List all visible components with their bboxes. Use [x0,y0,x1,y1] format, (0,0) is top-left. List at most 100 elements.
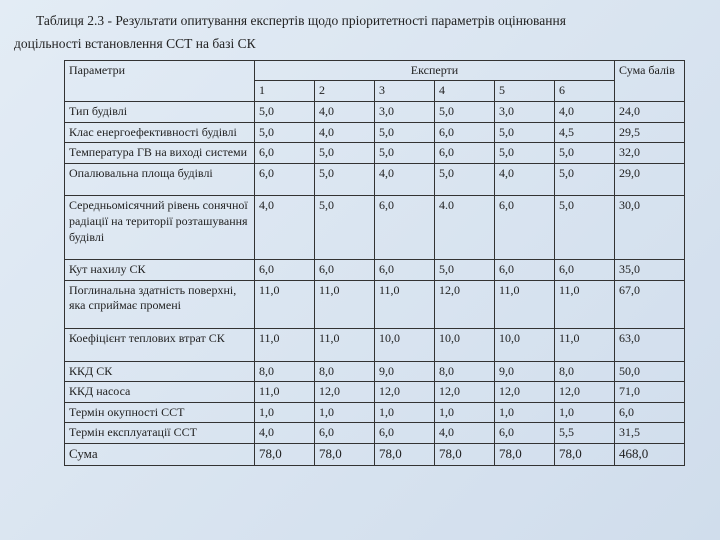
row-value: 5,0 [435,163,495,196]
table-row: Середньомісячний рівень сонячної радіаці… [65,196,685,260]
row-value: 5,0 [495,122,555,143]
row-value: 4,0 [495,163,555,196]
row-value: 11,0 [555,280,615,328]
row-sum: 32,0 [615,143,685,164]
row-sum: 29,5 [615,122,685,143]
row-value: 5,0 [375,143,435,164]
row-value: 4,0 [315,122,375,143]
row-value: 1,0 [555,402,615,423]
row-value: 5,0 [435,102,495,123]
totals-value: 78,0 [255,443,315,465]
table-row: Термін окупності ССТ1,01,01,01,01,01,06,… [65,402,685,423]
header-experts: Експерти [255,60,615,81]
row-name: Поглинальна здатність поверхні, яка спри… [65,280,255,328]
row-value: 5,0 [255,122,315,143]
totals-value: 78,0 [495,443,555,465]
row-value: 5,0 [375,122,435,143]
row-value: 6,0 [255,143,315,164]
row-name: Коефіцієнт теплових втрат СК [65,329,255,362]
totals-value: 78,0 [315,443,375,465]
header-param: Параметри [65,60,255,101]
table-row: Коефіцієнт теплових втрат СК11,011,010,0… [65,329,685,362]
row-value: 6,0 [375,196,435,260]
row-value: 8,0 [315,361,375,382]
row-value: 3,0 [375,102,435,123]
row-value: 11,0 [375,280,435,328]
table-row: Термін експлуатації ССТ4,06,06,04,06,05,… [65,423,685,444]
row-value: 4,0 [255,423,315,444]
row-sum: 30,0 [615,196,685,260]
row-value: 9,0 [495,361,555,382]
row-value: 4,0 [435,423,495,444]
row-value: 6,0 [255,163,315,196]
row-value: 10,0 [435,329,495,362]
row-value: 11,0 [255,280,315,328]
row-name: Температура ГВ на виході системи [65,143,255,164]
header-sum: Сума балів [615,60,685,101]
totals-sum: 468,0 [615,443,685,465]
row-value: 11,0 [315,329,375,362]
row-name: Термін окупності ССТ [65,402,255,423]
caption-line-2: доцільності встановлення ССТ на базі СК [14,36,256,51]
table-row: Клас енергоефективності будівлі5,04,05,0… [65,122,685,143]
row-value: 1,0 [435,402,495,423]
header-col-1: 1 [255,81,315,102]
row-value: 5,5 [555,423,615,444]
row-value: 8,0 [435,361,495,382]
row-value: 12,0 [555,382,615,403]
row-name: Середньомісячний рівень сонячної радіаці… [65,196,255,260]
row-value: 5,0 [555,196,615,260]
header-col-6: 6 [555,81,615,102]
table-row: ККД СК8,08,09,08,09,08,050,0 [65,361,685,382]
row-value: 12,0 [375,382,435,403]
row-name: Кут нахилу СК [65,260,255,281]
header-col-5: 5 [495,81,555,102]
row-value: 5,0 [255,102,315,123]
row-value: 12,0 [435,280,495,328]
table-row: Опалювальна площа будівлі6,05,04,05,04,0… [65,163,685,196]
row-sum: 29,0 [615,163,685,196]
row-value: 10,0 [495,329,555,362]
row-value: 5,0 [315,143,375,164]
row-value: 11,0 [495,280,555,328]
row-value: 8,0 [555,361,615,382]
totals-row: Сума78,078,078,078,078,078,0468,0 [65,443,685,465]
row-value: 4,0 [375,163,435,196]
row-value: 9,0 [375,361,435,382]
row-value: 6,0 [435,143,495,164]
row-sum: 6,0 [615,402,685,423]
row-value: 6,0 [495,423,555,444]
row-value: 11,0 [555,329,615,362]
table-row: ККД насоса11,012,012,012,012,012,071,0 [65,382,685,403]
row-value: 3,0 [495,102,555,123]
row-value: 6,0 [315,423,375,444]
row-value: 1,0 [375,402,435,423]
caption-line-1: Таблиця 2.3 - Результати опитування експ… [14,10,566,33]
header-col-4: 4 [435,81,495,102]
row-value: 5,0 [555,163,615,196]
row-value: 5,0 [435,260,495,281]
row-value: 6,0 [555,260,615,281]
row-sum: 35,0 [615,260,685,281]
totals-value: 78,0 [555,443,615,465]
header-col-2: 2 [315,81,375,102]
row-sum: 63,0 [615,329,685,362]
row-sum: 24,0 [615,102,685,123]
row-value: 6,0 [315,260,375,281]
table-row: Поглинальна здатність поверхні, яка спри… [65,280,685,328]
row-value: 5,0 [555,143,615,164]
row-value: 5,0 [315,196,375,260]
row-value: 6,0 [375,260,435,281]
totals-value: 78,0 [375,443,435,465]
row-name: Тип будівлі [65,102,255,123]
row-sum: 67,0 [615,280,685,328]
table-row: Тип будівлі5,04,03,05,03,04,024,0 [65,102,685,123]
row-value: 4.0 [435,196,495,260]
row-value: 6,0 [495,196,555,260]
row-value: 4,5 [555,122,615,143]
header-col-3: 3 [375,81,435,102]
row-name: ККД насоса [65,382,255,403]
row-value: 8,0 [255,361,315,382]
row-value: 4,0 [555,102,615,123]
row-value: 12,0 [435,382,495,403]
